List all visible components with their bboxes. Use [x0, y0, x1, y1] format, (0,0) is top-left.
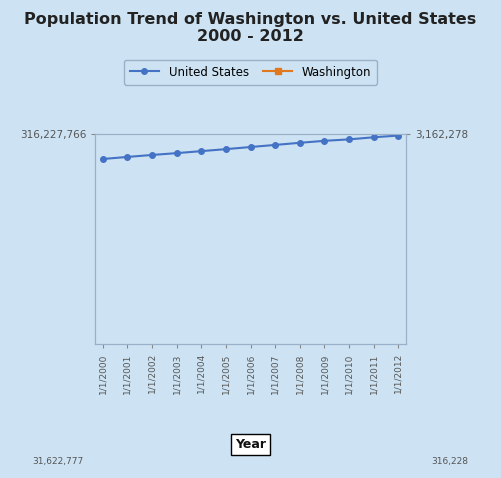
- United States: [371, 134, 377, 140]
- United States: [124, 154, 130, 160]
- United States: [173, 150, 179, 156]
- United States: [149, 152, 155, 158]
- Line: United States: United States: [100, 133, 401, 162]
- United States: [272, 142, 278, 148]
- United States: [247, 144, 254, 150]
- United States: [395, 133, 401, 139]
- United States: [322, 138, 328, 144]
- United States: [346, 137, 352, 142]
- Text: Population Trend of Washington vs. United States
2000 - 2012: Population Trend of Washington vs. Unite…: [25, 12, 476, 44]
- Text: 31,622,777: 31,622,777: [33, 457, 84, 466]
- United States: [100, 156, 106, 162]
- United States: [198, 148, 204, 154]
- Legend: United States, Washington: United States, Washington: [124, 60, 377, 85]
- Text: 316,228: 316,228: [431, 457, 468, 466]
- United States: [223, 146, 229, 152]
- United States: [297, 140, 303, 146]
- X-axis label: Year: Year: [235, 438, 266, 451]
